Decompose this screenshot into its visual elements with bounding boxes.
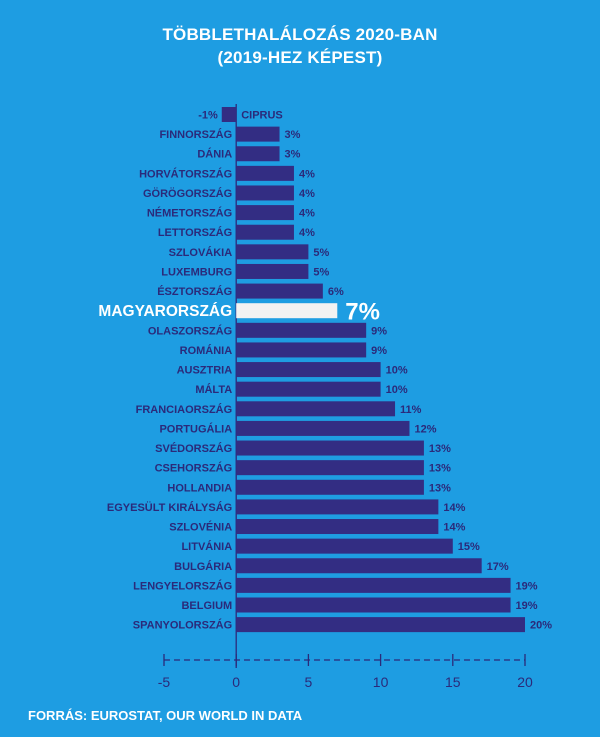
bar-luxemburg <box>236 263 309 279</box>
x-tick-label: -5 <box>158 674 171 690</box>
value-label: 6% <box>328 286 344 298</box>
value-label: 3% <box>285 149 301 161</box>
bar-észtország <box>236 283 323 299</box>
value-label: 4% <box>299 208 315 220</box>
bar-hollandia <box>236 479 424 495</box>
category-label: ROMÁNIA <box>180 344 233 357</box>
bar-belgium <box>236 597 511 613</box>
category-label: DÁNIA <box>197 148 232 161</box>
value-label: 5% <box>313 247 329 259</box>
category-label: FRANCIAORSZÁG <box>136 403 233 416</box>
category-label: BELGIUM <box>181 600 232 612</box>
chart-title: TÖBBLETHALÁLOZÁS 2020-BAN <box>162 25 438 44</box>
value-label: 4% <box>299 168 315 180</box>
bar-csehország <box>236 460 424 476</box>
value-label: 17% <box>487 561 509 573</box>
bar-románia <box>236 342 367 358</box>
value-label: 19% <box>516 600 538 612</box>
category-label: SZLOVÁKIA <box>169 246 233 259</box>
bar-lengyelország <box>236 577 511 593</box>
bar-málta <box>236 381 381 397</box>
category-label: SPANYOLORSZÁG <box>133 619 232 632</box>
x-tick-label: 20 <box>517 674 533 690</box>
category-label: HOLLANDIA <box>167 482 232 494</box>
category-label: CIPRUS <box>241 110 283 122</box>
bar-magyarország <box>236 303 338 319</box>
category-label: ÉSZTORSZÁG <box>157 285 232 298</box>
value-label: 14% <box>443 502 465 514</box>
value-label: 9% <box>371 345 387 357</box>
category-label: LUXEMBURG <box>161 266 232 278</box>
value-label: 9% <box>371 325 387 337</box>
bar-egyesült királyság <box>236 499 439 515</box>
bar-görögország <box>236 185 294 201</box>
bar-szlovénia <box>236 519 439 535</box>
category-label: AUSZTRIA <box>177 365 233 377</box>
x-tick-label: 10 <box>373 674 389 690</box>
category-label: HORVÁTORSZÁG <box>139 167 232 180</box>
x-tick-label: 5 <box>305 674 313 690</box>
category-label: MÁLTA <box>195 383 232 396</box>
bar-franciaország <box>236 401 396 417</box>
bar-németország <box>236 205 294 221</box>
x-tick-label: 15 <box>445 674 461 690</box>
category-label: EGYESÜLT KIRÁLYSÁG <box>107 501 232 514</box>
bar-spanyolország <box>236 617 525 633</box>
category-label: GÖRÖGORSZÁG <box>143 187 232 200</box>
category-label: LETTORSZÁG <box>158 226 232 239</box>
category-label: LENGYELORSZÁG <box>133 579 232 592</box>
value-label: 3% <box>285 129 301 141</box>
bar-finnország <box>236 126 280 142</box>
value-label: 4% <box>299 188 315 200</box>
category-label: LITVÁNIA <box>181 540 232 553</box>
value-label: 13% <box>429 482 451 494</box>
value-label: 5% <box>313 266 329 278</box>
category-label: CSEHORSZÁG <box>155 462 233 475</box>
bar-szlovákia <box>236 244 309 260</box>
value-label: 13% <box>429 463 451 475</box>
source-note: FORRÁS: EUROSTAT, OUR WORLD IN DATA <box>28 708 303 723</box>
bar-bulgária <box>236 558 482 574</box>
value-label: 14% <box>443 522 465 534</box>
value-label: 10% <box>386 384 408 396</box>
value-label-highlight: 7% <box>345 299 380 326</box>
bar-horvátország <box>236 165 294 181</box>
x-tick-label: 0 <box>232 674 240 690</box>
value-label: -1% <box>198 110 218 122</box>
value-label: 10% <box>386 365 408 377</box>
value-label: 11% <box>400 404 422 416</box>
value-label: 15% <box>458 541 480 553</box>
value-label: 20% <box>530 620 552 632</box>
bar-dánia <box>236 146 280 162</box>
category-label: FINNORSZÁG <box>159 128 232 141</box>
category-label: SZLOVÉNIA <box>169 521 232 534</box>
category-label: OLASZORSZÁG <box>148 324 232 337</box>
bar-ciprus <box>221 107 237 122</box>
bar-litvánia <box>236 538 453 554</box>
category-label: BULGÁRIA <box>174 560 232 573</box>
bar-ausztria <box>236 362 381 378</box>
category-label: PORTUGÁLIA <box>159 422 232 435</box>
value-label: 13% <box>429 443 451 455</box>
category-label-highlight: MAGYARORSZÁG <box>98 303 232 320</box>
bar-olaszország <box>236 322 367 338</box>
value-label: 12% <box>414 423 436 435</box>
bar-portugália <box>236 420 410 436</box>
category-label: SVÉDORSZÁG <box>155 442 232 455</box>
category-label: NÉMETORSZÁG <box>147 207 232 220</box>
bar-svédország <box>236 440 424 456</box>
value-label: 19% <box>516 580 538 592</box>
bar-lettország <box>236 224 294 240</box>
value-label: 4% <box>299 227 315 239</box>
chart-subtitle: (2019-HEZ KÉPEST) <box>217 48 383 67</box>
